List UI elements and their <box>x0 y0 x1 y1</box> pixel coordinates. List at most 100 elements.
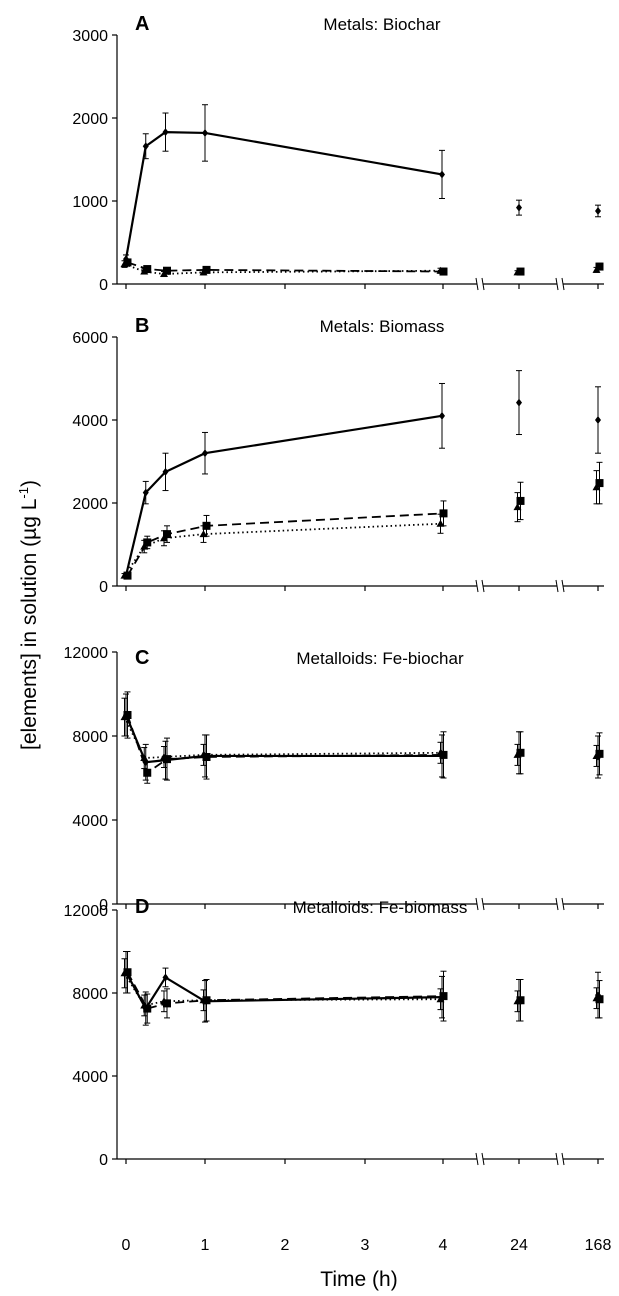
x-tick-label: 0 <box>122 1237 131 1254</box>
x-tick-label: 168 <box>585 1237 612 1254</box>
data-point-triangle <box>436 519 445 527</box>
series-line-dashed <box>126 714 444 775</box>
panel-title: Metals: Biomass <box>320 317 445 336</box>
data-point-triangle <box>436 748 445 756</box>
data-point-diamond <box>595 206 601 215</box>
axis-break-mark <box>555 897 559 911</box>
data-point-triangle <box>592 265 601 273</box>
y-tick-label: 0 <box>99 277 108 294</box>
data-point-square <box>516 267 525 276</box>
data-point-diamond <box>202 128 208 137</box>
data-point-square <box>516 996 525 1005</box>
y-tick-label: 4000 <box>72 1069 108 1086</box>
data-point-diamond <box>202 449 208 458</box>
axis-break-mark <box>555 277 559 291</box>
y-axis-title-main: [elements] in solution (µg L <box>18 499 41 750</box>
series-line-solid <box>125 971 443 1011</box>
panel-title: Metals: Biochar <box>323 15 440 34</box>
x-axis-tick-labels: 0 1 2 3 4 24 168 <box>122 1237 612 1254</box>
data-point-triangle <box>592 751 601 759</box>
y-tick-label: 2000 <box>72 496 108 513</box>
data-point-square <box>595 262 604 271</box>
data-point-square <box>163 266 171 275</box>
panel-a: 0 1000 2000 3000 A Metals: Biochar <box>72 13 604 294</box>
data-point-triangle <box>140 754 149 762</box>
axis-break-mark <box>475 579 479 593</box>
data-point-square <box>123 968 132 977</box>
y-tick-label: 2000 <box>72 111 108 128</box>
data-point-diamond <box>142 488 149 497</box>
series-line-dotted <box>123 972 441 1007</box>
data-point-triangle <box>436 995 445 1003</box>
y-tick-label: 3000 <box>72 28 108 45</box>
data-point-triangle <box>199 750 208 758</box>
x-tick-label: 24 <box>510 1237 528 1254</box>
data-point-triangle <box>120 571 129 579</box>
data-point-square <box>143 1004 152 1013</box>
axis-break-mark <box>481 897 485 911</box>
data-point-triangle <box>160 997 168 1005</box>
data-point-square <box>439 992 448 1001</box>
data-point-triangle <box>160 753 168 760</box>
data-point-square <box>595 995 604 1004</box>
axis-break-mark <box>475 1152 479 1166</box>
data-point-diamond <box>439 411 445 420</box>
data-point-triangle <box>592 483 601 491</box>
data-point-diamond <box>516 398 522 407</box>
data-point-square <box>123 571 132 580</box>
data-point-triangle <box>513 503 522 511</box>
data-point-diamond <box>516 203 522 212</box>
panel-title: Metalloids: Fe-biomass <box>293 898 468 917</box>
data-point-square <box>123 711 132 719</box>
x-tick-label: 2 <box>281 1237 290 1254</box>
data-point-triangle <box>513 750 522 758</box>
data-point-diamond <box>439 170 445 179</box>
x-tick-label: 1 <box>201 1237 210 1254</box>
data-point-square <box>143 538 152 547</box>
axis-break-mark <box>561 1152 565 1166</box>
data-point-triangle <box>513 268 522 276</box>
series-line-dotted <box>124 263 441 275</box>
y-tick-label: 12000 <box>64 645 109 662</box>
y-tick-label: 4000 <box>72 813 108 830</box>
series-line-dotted <box>123 522 441 577</box>
data-point-diamond <box>595 416 601 424</box>
y-tick-label: 8000 <box>72 986 108 1003</box>
data-point-diamond <box>162 973 169 982</box>
data-point-square <box>595 479 604 488</box>
axis-break-mark <box>475 277 479 291</box>
data-point-square <box>163 530 171 539</box>
axis-break-mark <box>481 277 485 291</box>
x-axis-title: Time (h) <box>320 1268 397 1291</box>
axis-break-mark <box>475 897 479 911</box>
panel-c: 0 4000 8000 12000 C Metalloids: Fe-biochar <box>64 645 604 914</box>
data-point-triangle <box>140 267 149 275</box>
panels: 0 1000 2000 3000 A Metals: Biochar 0 2000 4000 60… <box>64 13 604 1169</box>
y-tick-label: 8000 <box>72 729 108 746</box>
data-point-triangle <box>120 969 129 977</box>
data-point-square <box>123 258 132 267</box>
series-line-solid <box>124 414 443 576</box>
axis-break-mark <box>561 277 565 291</box>
panel-letter: A <box>135 13 149 35</box>
data-point-square <box>595 749 604 758</box>
series-line-dashed <box>127 261 444 273</box>
data-point-triangle <box>120 260 129 268</box>
data-point-triangle <box>513 997 522 1005</box>
data-point-triangle <box>140 1001 149 1009</box>
data-point-triangle <box>140 542 149 550</box>
y-tick-label: 0 <box>99 1152 108 1169</box>
series-line-dashed <box>126 512 444 577</box>
panel-b: 0 2000 4000 6000 B Metals: Biomass <box>72 315 604 596</box>
data-point-triangle <box>436 266 445 274</box>
panel-letter: B <box>135 315 149 337</box>
axis-break-mark <box>481 1152 485 1166</box>
y-tick-label: 4000 <box>72 413 108 430</box>
data-point-square <box>143 768 152 777</box>
axis-break-mark <box>481 579 485 593</box>
data-point-triangle <box>592 994 601 1002</box>
panel-d: 0 4000 8000 12000 D Metalloids: Fe-biomass <box>64 896 604 1169</box>
y-tick-label: 0 <box>99 579 108 596</box>
data-point-square <box>439 509 448 518</box>
